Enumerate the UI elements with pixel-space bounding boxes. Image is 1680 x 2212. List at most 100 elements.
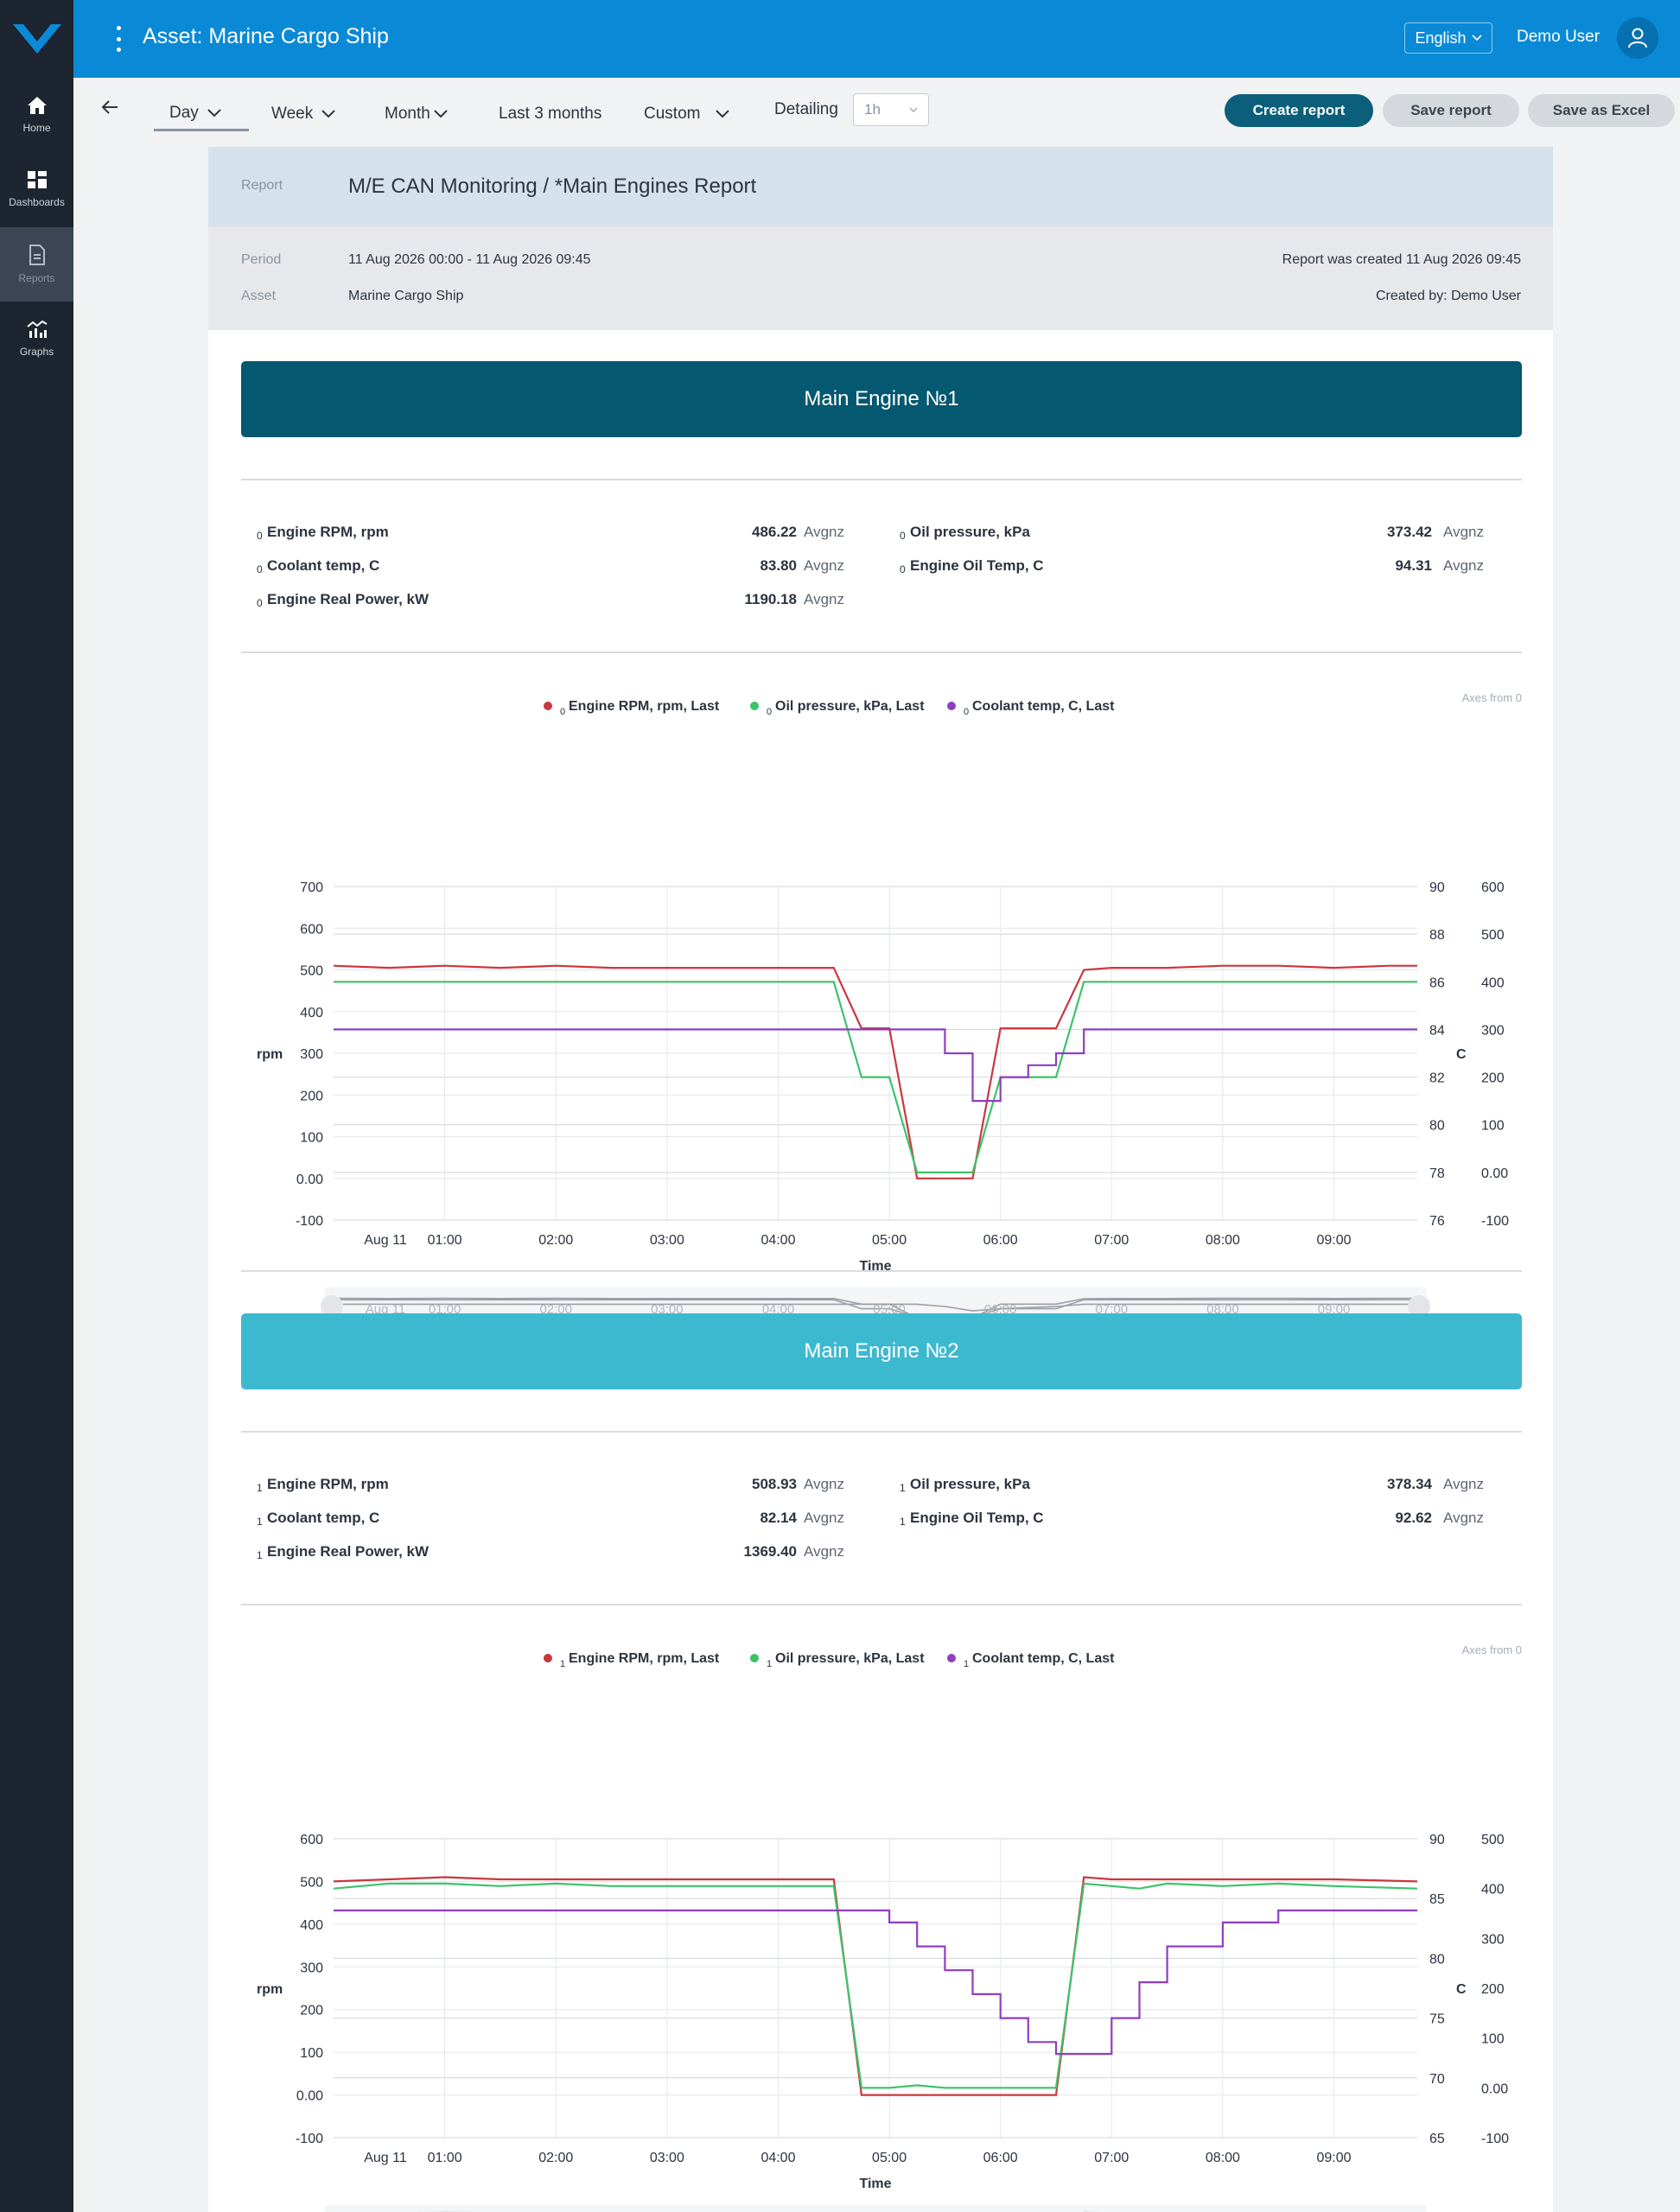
tab-custom[interactable]: Custom bbox=[644, 97, 730, 131]
navigator-tick-label: 03:00 bbox=[651, 1302, 684, 1317]
engine-2-stat-rpm: 1 Engine RPM, rpm 508.93 Avgnz bbox=[257, 1476, 844, 1498]
mid-tick-label: 90 bbox=[1429, 880, 1445, 895]
sidebar-item-label: Reports bbox=[18, 272, 55, 284]
stat-value: 1369.40 bbox=[743, 1543, 797, 1560]
graph-icon bbox=[26, 320, 48, 338]
language-select[interactable]: English bbox=[1404, 22, 1492, 54]
stat-unit: Avgnz bbox=[1443, 1476, 1484, 1492]
x-tick-label: 09:00 bbox=[1317, 1233, 1352, 1248]
series-line bbox=[333, 964, 1417, 1179]
sidebar-item-reports[interactable]: Reports bbox=[0, 227, 73, 302]
legend-index: 1 bbox=[767, 1659, 772, 1669]
mid-tick-label: 82 bbox=[1429, 1071, 1445, 1086]
stat-value: 373.42 bbox=[1387, 524, 1432, 540]
stat-index: 0 bbox=[900, 563, 906, 575]
mid-axis-label: C bbox=[1456, 1982, 1467, 1997]
sidebar-item-dashboards[interactable]: Dashboards bbox=[0, 152, 73, 226]
left-tick-label: 700 bbox=[300, 880, 323, 895]
stat-value: 94.31 bbox=[1395, 557, 1432, 574]
tab-last-3-months[interactable]: Last 3 months bbox=[499, 97, 601, 131]
engine-2-stat-oil-temp: 1 Engine Oil Temp, C 92.62 Avgnz bbox=[900, 1510, 1484, 1532]
report-header: Report M/E CAN Monitoring / *Main Engine… bbox=[208, 147, 1553, 226]
stat-name: Engine Oil Temp, C bbox=[910, 1510, 1044, 1526]
top-bar: Asset: Marine Cargo Ship English Demo Us… bbox=[73, 0, 1680, 78]
tab-week[interactable]: Week bbox=[271, 97, 335, 131]
x-tick-label: 03:00 bbox=[650, 2151, 684, 2165]
left-tick-label: 400 bbox=[300, 1006, 323, 1020]
navigator-line bbox=[334, 1303, 1417, 1312]
mid-tick-label: 88 bbox=[1429, 928, 1445, 943]
right-tick-label: 0.00 bbox=[1481, 1166, 1508, 1181]
stat-index: 0 bbox=[257, 597, 263, 609]
engine-1-chart-svg[interactable]: 0 Engine RPM, rpm, Last 0 Oil pressure, kPa… bbox=[241, 691, 1522, 1382]
user-name[interactable]: Demo User bbox=[1517, 28, 1600, 46]
legend-marker bbox=[544, 702, 552, 710]
save-as-excel-button[interactable]: Save as Excel bbox=[1528, 94, 1675, 127]
tab-day[interactable]: Day bbox=[154, 97, 249, 131]
detailing-select[interactable]: 1h bbox=[853, 93, 929, 126]
series-line bbox=[333, 1876, 1418, 2096]
report-label: Report bbox=[241, 178, 283, 193]
stat-index: 1 bbox=[257, 1549, 263, 1561]
x-tick-label: 01:00 bbox=[428, 2151, 462, 2165]
tab-label: Day bbox=[169, 103, 199, 122]
stat-unit: Avgnz bbox=[1443, 557, 1484, 574]
chevron-down-icon bbox=[321, 110, 335, 118]
detailing-value: 1h bbox=[864, 101, 881, 118]
legend-index: 0 bbox=[560, 707, 565, 717]
engine-1-banner: Main Engine №1 bbox=[241, 361, 1522, 437]
chevron-down-icon bbox=[207, 108, 221, 117]
stat-value: 83.80 bbox=[760, 557, 797, 574]
left-tick-label: 600 bbox=[300, 922, 323, 937]
right-tick-label: 400 bbox=[1481, 1883, 1505, 1897]
left-tick-label: 500 bbox=[300, 1875, 323, 1890]
navigator-tick-label: Aug 11 bbox=[366, 1302, 405, 1317]
tab-label: Last 3 months bbox=[499, 105, 602, 123]
engine-1-stat-oil-pressure: 0 Oil pressure, kPa 373.42 Avgnz bbox=[900, 524, 1484, 546]
stat-name: Engine Oil Temp, C bbox=[910, 557, 1044, 574]
report-icon bbox=[29, 245, 45, 265]
back-arrow-icon[interactable] bbox=[99, 97, 120, 118]
right-tick-label: 500 bbox=[1481, 1833, 1505, 1847]
create-report-button[interactable]: Create report bbox=[1225, 94, 1373, 127]
sidebar-item-graphs[interactable]: Graphs bbox=[0, 302, 73, 376]
sidebar-item-home[interactable]: Home bbox=[0, 78, 73, 152]
right-tick-label: 300 bbox=[1481, 1932, 1505, 1947]
left-tick-label: 300 bbox=[300, 1961, 323, 1975]
avatar[interactable] bbox=[1617, 17, 1658, 59]
save-report-button[interactable]: Save report bbox=[1383, 94, 1519, 127]
left-tick-label: 200 bbox=[300, 1089, 323, 1103]
navigator-tick-label: 07:00 bbox=[1096, 1302, 1129, 1317]
app-logo[interactable] bbox=[0, 0, 73, 78]
left-tick-label: 400 bbox=[300, 1918, 323, 1933]
right-tick-label: 500 bbox=[1481, 928, 1505, 943]
engine-1-stat-rpm: 0 Engine RPM, rpm 486.22 Avgnz bbox=[257, 524, 844, 546]
engine-2-stat-power: 1 Engine Real Power, kW 1369.40 Avgnz bbox=[257, 1543, 844, 1566]
x-tick-label: 07:00 bbox=[1094, 2151, 1129, 2165]
x-tick-label: 04:00 bbox=[760, 2151, 795, 2165]
mid-tick-label: 76 bbox=[1429, 1214, 1445, 1229]
navigator bbox=[325, 2205, 1426, 2212]
legend-marker bbox=[947, 702, 956, 710]
x-tick-label: 02:00 bbox=[538, 2151, 573, 2165]
left-tick-label: 500 bbox=[300, 964, 323, 979]
tab-label: Custom bbox=[644, 105, 701, 123]
right-tick-label: 100 bbox=[1481, 2032, 1505, 2047]
report-created-by: Created by: Demo User bbox=[1375, 289, 1521, 303]
legend-label: Coolant temp, C, Last bbox=[972, 699, 1115, 714]
stat-unit: Avgnz bbox=[1443, 1510, 1484, 1526]
legend-label: Oil pressure, kPa, Last bbox=[775, 1651, 925, 1666]
engine-2-chart-svg[interactable]: 1 Engine RPM, rpm, Last 1 Oil pressure, kPa… bbox=[241, 1643, 1522, 2212]
mid-axis-label: C bbox=[1456, 1047, 1467, 1062]
engine-1-stat-power: 0 Engine Real Power, kW 1190.18 Avgnz bbox=[257, 591, 844, 613]
series-line bbox=[334, 981, 1417, 1173]
tab-month[interactable]: Month bbox=[385, 97, 448, 131]
stat-unit: Avgnz bbox=[1443, 524, 1484, 540]
divider bbox=[241, 479, 1522, 480]
chevron-down-icon bbox=[434, 110, 448, 118]
navigator-tick-label: 09:00 bbox=[1318, 1302, 1351, 1317]
stat-value: 92.62 bbox=[1395, 1510, 1432, 1526]
mid-tick-label: 80 bbox=[1429, 1952, 1445, 1967]
mid-tick-label: 65 bbox=[1429, 2132, 1445, 2146]
more-menu-icon[interactable] bbox=[110, 22, 127, 55]
